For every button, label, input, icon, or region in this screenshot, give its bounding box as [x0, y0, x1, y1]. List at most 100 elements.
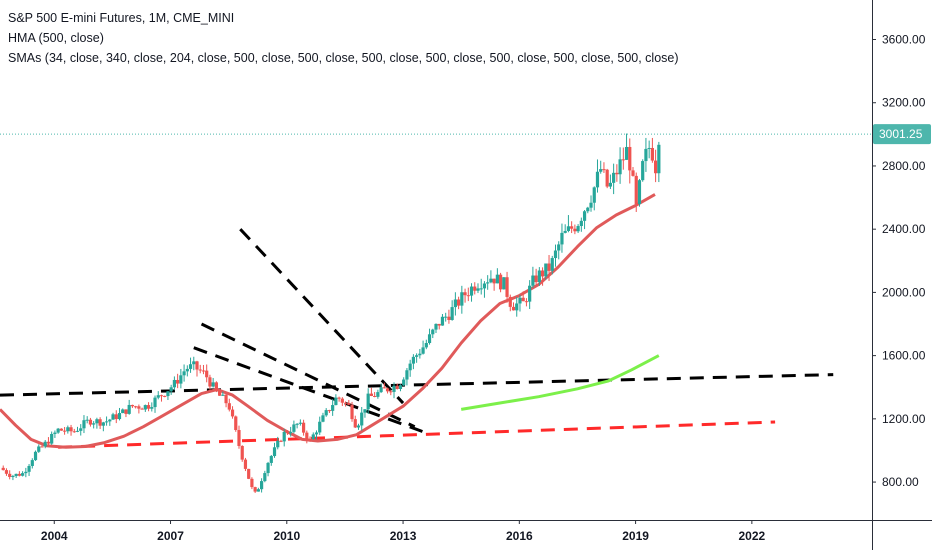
candle-body-60: [195, 361, 199, 370]
candle-body-134: [434, 323, 438, 330]
candle-body-195: [631, 170, 635, 176]
candle-body-117: [379, 387, 383, 393]
x-tick-label: 2016: [506, 529, 533, 543]
hma-group: [0, 193, 656, 449]
candle-body-10: [33, 451, 38, 461]
candle-body-89: [289, 431, 293, 434]
candle-body-27: [88, 419, 93, 425]
candle-body-99: [321, 415, 325, 422]
trend-line-1: [0, 373, 834, 397]
candle-body-49: [159, 395, 164, 397]
candle-body-120: [389, 391, 393, 393]
candle-body-198: [641, 161, 645, 181]
candle-body-156: [505, 277, 509, 297]
candle-body-182: [589, 202, 593, 208]
x-tick-label: 2013: [390, 529, 417, 543]
candle-body-124: [402, 379, 406, 386]
candle-body-77: [250, 478, 254, 488]
candle-body-97: [314, 432, 319, 435]
candle-body-103: [334, 397, 338, 406]
candle-body-18: [59, 428, 63, 431]
candle-body-165: [534, 275, 538, 283]
candle-body-87: [282, 431, 286, 442]
candle-body-180: [582, 211, 587, 221]
candle-body-132: [427, 334, 432, 344]
x-tick-label: 2010: [273, 529, 300, 543]
candle-body-76: [247, 468, 251, 479]
candle-body-153: [495, 274, 499, 284]
candle-body-54: [176, 379, 180, 384]
candle-body-43: [140, 408, 144, 410]
candle-body-104: [337, 397, 341, 399]
candle-body-41: [134, 406, 138, 408]
candle-body-42: [137, 406, 141, 409]
candle-body-169: [547, 263, 551, 271]
candle-body-162: [524, 301, 529, 303]
candle-body-19: [62, 430, 67, 432]
trend-line-3: [239, 228, 405, 405]
candle-body-155: [502, 277, 506, 290]
candle-body-30: [98, 419, 102, 426]
candle-body-47: [153, 397, 157, 408]
candle-body-74: [240, 445, 244, 460]
candle-body-45: [146, 405, 151, 409]
candle-body-116: [376, 392, 380, 397]
candle-body-72: [234, 416, 238, 431]
candle-body-25: [82, 420, 86, 429]
candle-body-29: [95, 419, 99, 424]
candles-group: [1, 133, 661, 493]
candle-body-3: [11, 476, 15, 478]
candle-body-130: [421, 347, 425, 354]
candle-body-21: [69, 427, 73, 432]
candle-body-66: [214, 382, 218, 391]
candle-body-50: [163, 395, 167, 397]
candle-body-40: [130, 404, 135, 407]
y-tick-label: 800.00: [882, 475, 919, 489]
candle-body-96: [311, 434, 315, 440]
candle-body-65: [211, 382, 215, 387]
candle-body-7: [24, 471, 28, 474]
trend-lines-group[interactable]: [0, 228, 834, 449]
candle-body-85: [276, 440, 280, 448]
candle-body-67: [218, 390, 222, 396]
candle-body-108: [350, 404, 354, 420]
candle-body-129: [418, 353, 422, 356]
candle-body-171: [553, 250, 558, 259]
candle-body-197: [637, 180, 642, 205]
candle-body-123: [398, 385, 403, 389]
candle-body-34: [111, 414, 115, 420]
price-scale-background: [872, 0, 932, 550]
candle-body-8: [27, 465, 31, 472]
candle-body-121: [392, 385, 396, 392]
y-tick-label: 1600.00: [882, 349, 926, 363]
candle-body-15: [50, 433, 54, 444]
candle-body-185: [599, 169, 603, 172]
y-tick-label: 2800.00: [882, 159, 926, 173]
candle-body-20: [66, 427, 70, 432]
y-tick-label: 2000.00: [882, 285, 926, 299]
candle-body-175: [566, 226, 571, 231]
candle-body-201: [650, 147, 654, 161]
candle-body-112: [363, 409, 367, 413]
candle-body-1: [4, 470, 9, 474]
candle-body-203: [657, 144, 661, 174]
x-tick-label: 2007: [157, 529, 184, 543]
candle-body-107: [347, 402, 351, 405]
candle-body-126: [408, 363, 412, 371]
candle-body-13: [43, 441, 47, 447]
candle-body-16: [53, 432, 57, 434]
candle-body-181: [586, 207, 590, 212]
candle-body-106: [343, 402, 348, 404]
y-tick-label: 3200.00: [882, 96, 926, 110]
candle-body-174: [563, 230, 567, 233]
candle-body-24: [79, 428, 83, 431]
trend-line-5: [193, 346, 423, 433]
y-tick-label: 1200.00: [882, 412, 926, 426]
candle-body-22: [72, 431, 76, 433]
candle-body-199: [644, 148, 648, 162]
candle-body-159: [515, 303, 519, 311]
candle-body-115: [373, 395, 377, 397]
candle-body-100: [324, 410, 328, 416]
